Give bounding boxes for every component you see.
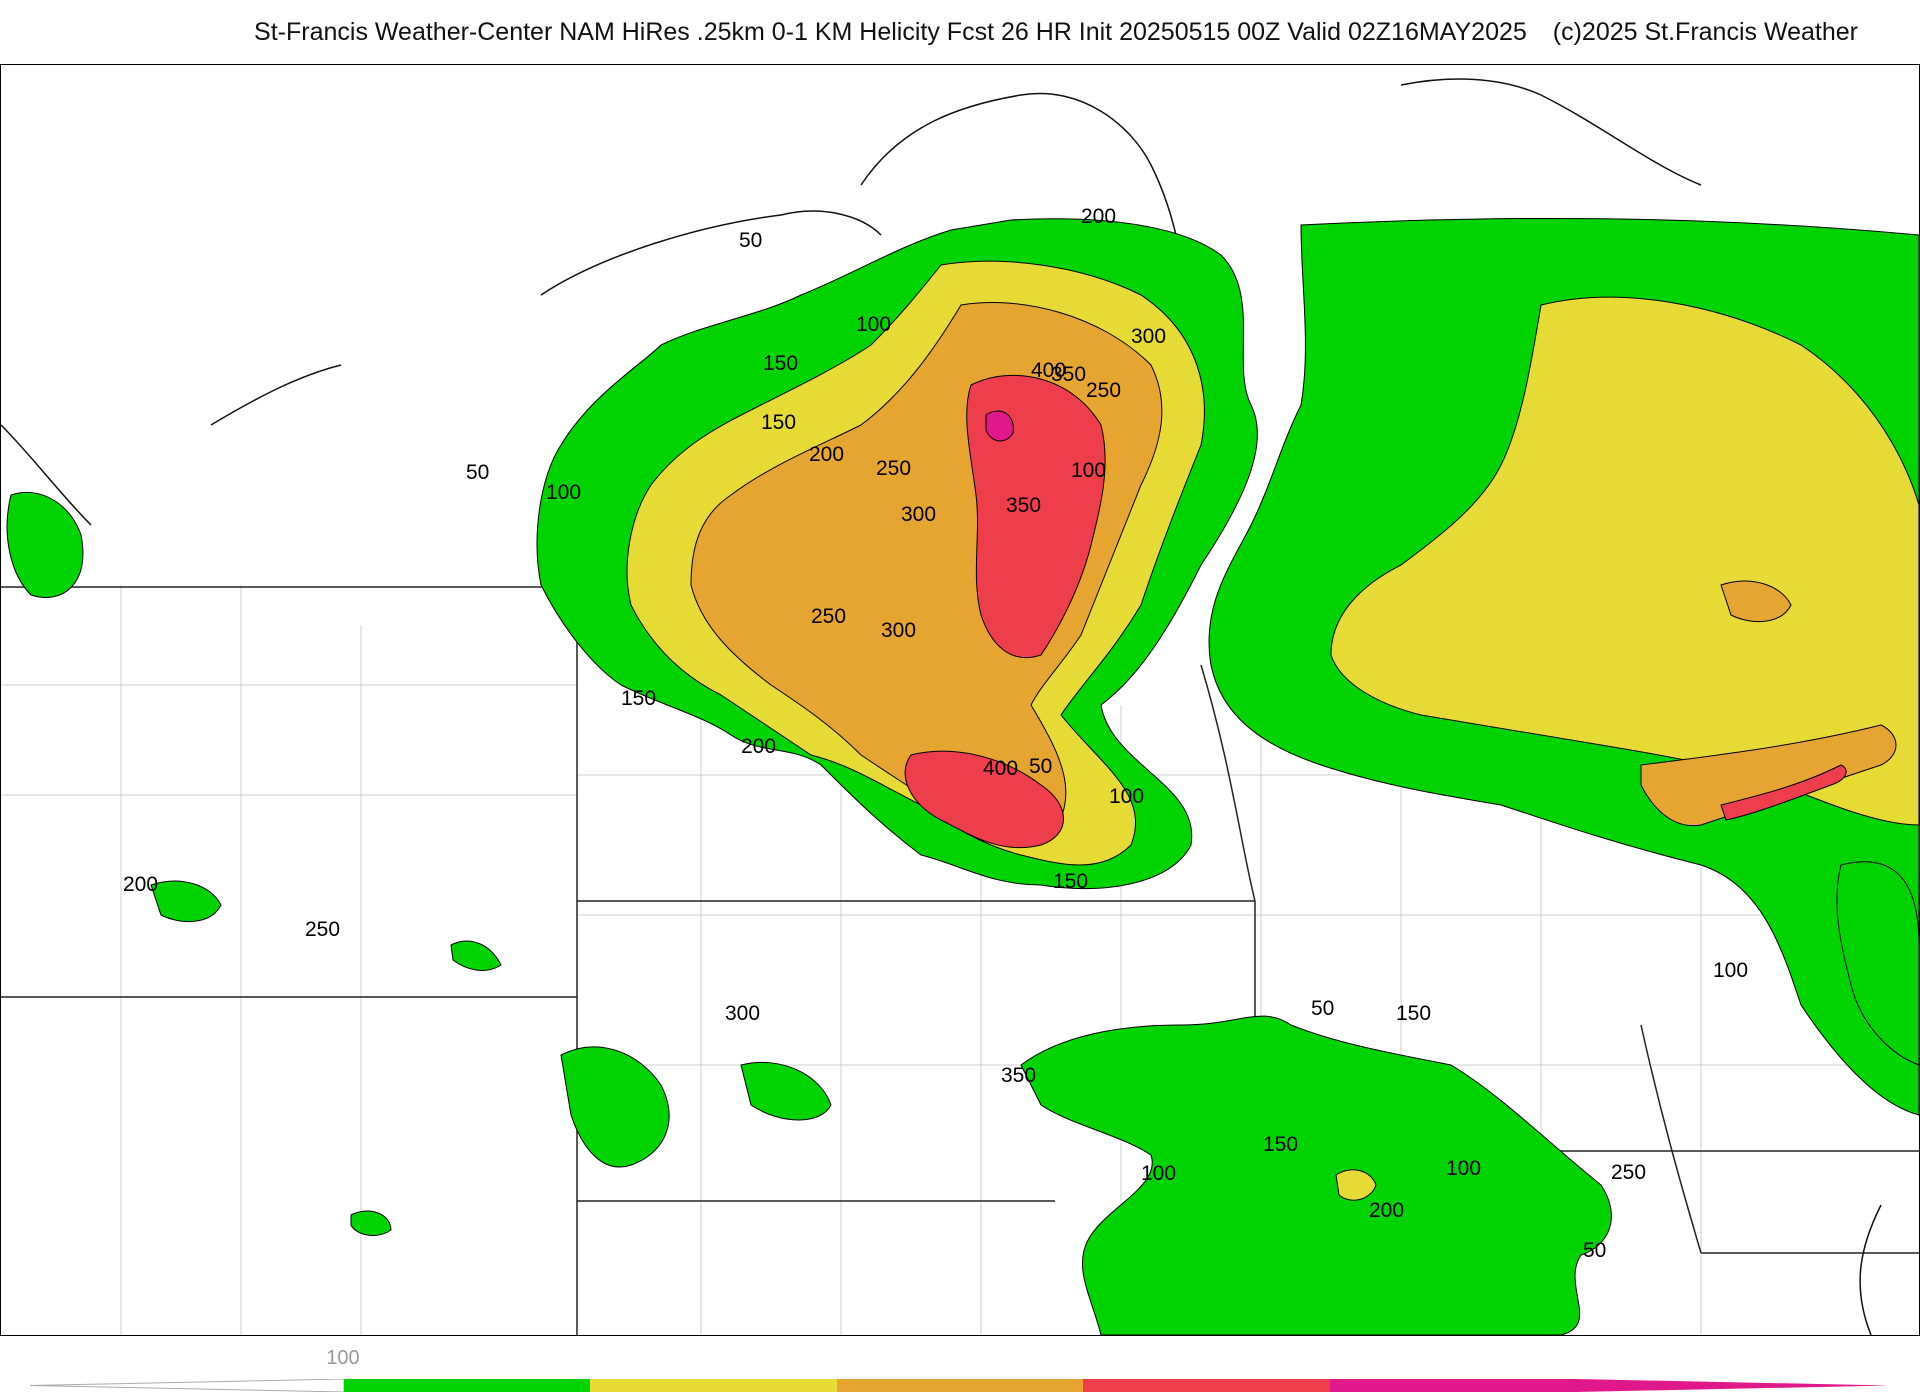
fill-500-spot [985, 410, 1014, 442]
contour-label: 400 [1031, 359, 1066, 382]
legend-seg-500 [1329, 1379, 1577, 1392]
legend-left-arrow [30, 1379, 344, 1392]
contour-label: 350 [1001, 1064, 1036, 1087]
legend-seg-100 [344, 1379, 591, 1392]
contour-label: 50 [739, 229, 762, 252]
fill-100-south [1020, 1015, 1612, 1335]
fill-400-north [966, 374, 1106, 659]
legend-seg-300 [836, 1379, 1084, 1392]
contour-label: 350 [1006, 494, 1041, 517]
fill-100-west-6 [450, 940, 502, 971]
contour-label: 50 [1583, 1239, 1606, 1262]
fill-300-northeast [1640, 724, 1897, 827]
contour-label: 100 [1713, 959, 1748, 982]
helicity-fill [6, 217, 1919, 1335]
fill-100-west-4 [740, 1061, 832, 1121]
legend-right-arrow [1576, 1379, 1890, 1392]
fill-300-northeast-spot [1720, 580, 1792, 623]
fill-200-south [1335, 1169, 1377, 1201]
contour-label: 100 [1141, 1162, 1176, 1185]
contour-label: 50 [1029, 755, 1052, 778]
contour-label: 100 [856, 313, 891, 336]
fill-100-west-3 [560, 1046, 670, 1168]
fill-200-northeast [1330, 296, 1919, 826]
contour-label: 150 [1396, 1002, 1431, 1025]
legend-color-bar [344, 1379, 1577, 1392]
contour-label: 200 [1081, 205, 1116, 228]
contour-label: 300 [1131, 325, 1166, 348]
contour-label: 400 [983, 757, 1018, 780]
contour-label: 150 [621, 687, 656, 710]
legend-seg-200 [590, 1379, 837, 1392]
fill-100-west-5 [350, 1210, 392, 1236]
contour-label: 200 [809, 443, 844, 466]
legend-seg-400 [1083, 1379, 1330, 1392]
contour-label: 150 [761, 411, 796, 434]
fill-400-northeast [1720, 764, 1847, 821]
contour-label: 150 [1263, 1133, 1298, 1156]
legend-tick-label: 100 [326, 1347, 360, 1369]
contour-label: 50 [1311, 997, 1334, 1020]
fill-100-west-1 [150, 880, 222, 923]
contour-label: 200 [1369, 1199, 1404, 1222]
contour-label: 200 [123, 873, 158, 896]
fill-400-south [904, 750, 1064, 849]
contour-label: 100 [1109, 785, 1144, 808]
color-legend: 100 [0, 1334, 1920, 1400]
contour-label: 100 [1446, 1157, 1481, 1180]
contour-label: 300 [725, 1002, 760, 1025]
coastlines [1, 78, 1882, 1335]
contour-labels: 5010015020025030035040050100150200250300… [123, 205, 1748, 1262]
contour-label: 300 [881, 619, 916, 642]
contour-label: 50 [466, 461, 489, 484]
contour-label: 300 [901, 503, 936, 526]
contour-label: 250 [305, 918, 340, 941]
contour-label: 250 [1086, 379, 1121, 402]
contour-label: 350 [1051, 363, 1086, 386]
contour-label: 100 [546, 481, 581, 504]
contour-label: 200 [741, 735, 776, 758]
copyright-notice: (c)2025 St.Francis Weather [1552, 17, 1858, 46]
fill-100-west-2 [6, 491, 84, 598]
map-title: St-Francis Weather-Center NAM HiRes .25k… [254, 17, 1527, 46]
helicity-map: 50 100 150 200 250 300 350 400 50 100 150 200 250 300… [0, 64, 1920, 1336]
contour-label: 250 [876, 457, 911, 480]
contour-label: 250 [1611, 1161, 1646, 1184]
contour-label: 250 [811, 605, 846, 628]
contour-label: 150 [1053, 870, 1088, 893]
contour-label: 100 [1071, 459, 1106, 482]
map-canvas: 5010015020025030035040050100150200250300… [1, 78, 1919, 1335]
contour-label: 150 [763, 352, 798, 375]
fill-100-east [1836, 861, 1919, 1066]
map-header: St-Francis Weather-Center NAM HiRes .25k… [0, 0, 1920, 64]
